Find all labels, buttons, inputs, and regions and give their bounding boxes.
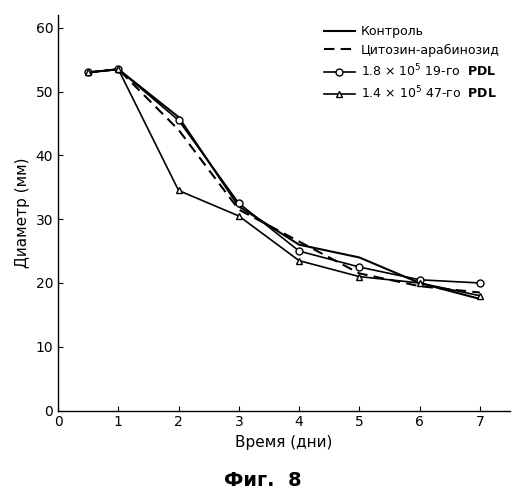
Legend: Контроль, Цитозин-арабинозид, 1.8 $\times$ 10$^5$ 19-го  $\mathbf{PDL}$, 1.4 $\t: Контроль, Цитозин-арабинозид, 1.8 $\time… [320,21,504,105]
Text: Фиг.  8: Фиг. 8 [224,471,301,490]
X-axis label: Время (дни): Время (дни) [235,435,333,450]
Y-axis label: Диаметр (мм): Диаметр (мм) [15,158,30,268]
